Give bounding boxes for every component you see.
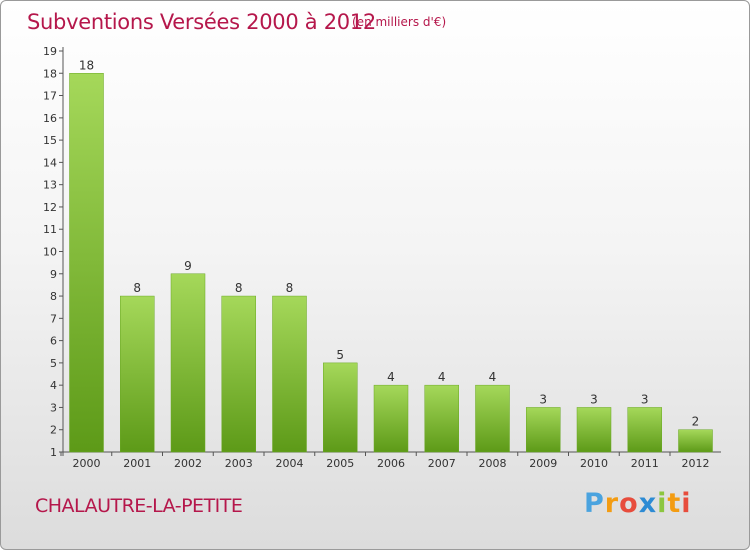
x-tick-label: 2001: [123, 457, 151, 470]
bar: [475, 384, 510, 453]
x-tick-label: 2012: [682, 457, 710, 470]
y-tick-label: 2: [50, 424, 57, 437]
bar-value-label: 3: [539, 392, 547, 406]
y-tick-label: 7: [50, 312, 57, 325]
bar-value-label: 4: [387, 370, 395, 384]
logo-letter: i: [657, 488, 668, 519]
bar: [272, 295, 307, 453]
bar-value-label: 18: [79, 58, 94, 72]
y-tick-label: 6: [50, 335, 57, 348]
bar: [526, 407, 561, 453]
bar: [170, 273, 206, 453]
y-tick-label: 5: [50, 357, 57, 370]
x-tick-label: 2005: [326, 457, 354, 470]
logo-letter: i: [681, 488, 692, 519]
y-tick-label: 14: [43, 156, 57, 169]
commune-name: CHALAUTRE-LA-PETITE: [35, 495, 243, 517]
y-tick-label: 19: [43, 45, 57, 58]
y-tick-label: 15: [43, 134, 57, 147]
y-tick-label: 1: [50, 446, 57, 459]
x-tick-label: 2000: [73, 457, 101, 470]
bar-value-label: 9: [184, 259, 192, 273]
y-tick-label: 10: [43, 246, 57, 259]
bar-value-label: 4: [489, 370, 497, 384]
y-tick-label: 17: [43, 90, 57, 103]
y-tick-label: 18: [43, 67, 57, 80]
bar: [373, 384, 409, 453]
logo-letter: r: [604, 488, 620, 519]
x-tick-label: 2007: [428, 457, 456, 470]
x-tick-label: 2008: [479, 457, 507, 470]
bar: [678, 429, 713, 453]
bar: [323, 362, 358, 453]
bar-value-label: 8: [286, 281, 294, 295]
bar-value-label: 3: [641, 392, 649, 406]
chart-bars: [69, 73, 713, 453]
x-tick-label: 2009: [529, 457, 557, 470]
x-tick-label: 2003: [225, 457, 253, 470]
bar-value-label: 8: [133, 281, 141, 295]
y-tick-label: 12: [43, 201, 57, 214]
chart-title: Subventions Versées 2000 à 2012: [27, 10, 376, 34]
logo-letter: t: [667, 488, 682, 519]
logo-letter: x: [638, 488, 658, 519]
logo-letter: P: [584, 488, 605, 519]
y-tick-label: 11: [43, 223, 57, 236]
bar: [221, 295, 256, 453]
proxiti-logo: Proxiti: [584, 488, 692, 519]
y-tick-label: 9: [50, 268, 57, 281]
y-tick-label: 4: [50, 379, 57, 392]
bar-value-label: 3: [590, 392, 598, 406]
bar-value-label: 2: [692, 415, 700, 429]
x-tick-label: 2011: [631, 457, 659, 470]
bar: [69, 73, 104, 453]
logo-letter: o: [619, 488, 639, 519]
x-tick-label: 2004: [276, 457, 304, 470]
bar-value-label: 5: [336, 348, 344, 362]
bar: [120, 295, 155, 453]
chart-subtitle: (en milliers d'€): [352, 15, 447, 29]
bar: [424, 384, 459, 453]
bar: [627, 407, 662, 453]
y-tick-label: 13: [43, 179, 57, 192]
y-tick-label: 3: [50, 401, 57, 414]
chart-labels: 18 2000 8 2001 9 2002 8 2003 8 2004 5 2005 4 2006 4 200…: [73, 58, 710, 470]
x-tick-label: 2002: [174, 457, 202, 470]
bar: [576, 407, 612, 453]
y-tick-label: 16: [43, 112, 57, 125]
x-tick-label: 2006: [377, 457, 405, 470]
bar-value-label: 4: [438, 370, 446, 384]
bar-value-label: 8: [235, 281, 243, 295]
y-tick-label: 8: [50, 290, 57, 303]
x-tick-label: 2010: [580, 457, 608, 470]
